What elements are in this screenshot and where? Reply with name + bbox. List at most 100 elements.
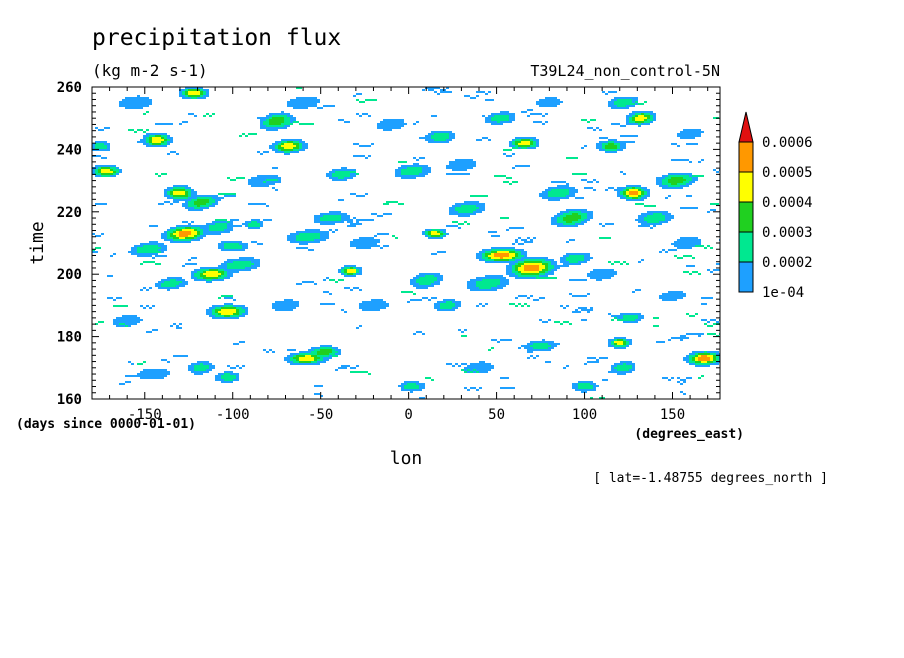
precip-cell — [470, 97, 476, 99]
precip-cell — [314, 393, 320, 395]
precip-cell — [176, 225, 209, 227]
precip-cell — [437, 93, 440, 95]
precip-cell — [200, 363, 203, 365]
precip-cell — [560, 257, 566, 259]
precip-cell — [191, 271, 197, 273]
precip-cell — [428, 133, 434, 135]
precip-cell — [161, 233, 167, 235]
precip-cell — [476, 305, 479, 307]
precip-cell — [491, 347, 494, 349]
precip-cell — [521, 251, 527, 253]
precip-cell — [251, 219, 260, 221]
precip-cell — [581, 319, 587, 321]
precip-cell — [284, 121, 290, 123]
precip-cell — [242, 365, 245, 367]
precip-cell — [683, 381, 686, 383]
precip-cell — [584, 255, 590, 257]
precip-cell — [194, 369, 206, 371]
precip-cell — [536, 145, 539, 147]
precip-cell — [701, 303, 707, 305]
precip-cell — [281, 145, 296, 147]
precip-cell — [482, 137, 488, 139]
precip-cell — [677, 239, 701, 241]
precip-cell — [644, 217, 665, 219]
precip-cell — [179, 231, 191, 233]
precip-cell — [569, 279, 587, 281]
precip-cell — [341, 267, 344, 269]
precip-cell — [140, 263, 143, 265]
precip-cell — [500, 217, 509, 219]
precip-cell — [251, 265, 260, 267]
precip-cell — [443, 231, 446, 233]
precip-cell — [167, 229, 170, 231]
precip-cell — [521, 271, 539, 273]
precip-cell — [662, 181, 668, 183]
precip-cell — [476, 389, 479, 391]
precip-cell — [461, 331, 464, 333]
precip-cell — [713, 361, 716, 363]
precip-cell — [416, 121, 419, 123]
precip-cell — [287, 105, 317, 107]
precip-cell — [443, 233, 446, 235]
precip-cell — [134, 131, 137, 133]
precip-cell — [173, 237, 179, 239]
precip-cell — [446, 87, 449, 89]
precip-cell — [452, 169, 467, 171]
precip-cell — [524, 255, 527, 257]
precip-cell — [584, 187, 593, 189]
precip-cell — [419, 277, 437, 279]
precip-cell — [206, 203, 212, 205]
precip-cell — [482, 257, 488, 259]
precip-cell — [614, 367, 632, 369]
precip-cell — [383, 129, 392, 131]
precip-cell — [647, 193, 650, 195]
precip-cell — [266, 129, 278, 131]
precip-cell — [509, 141, 512, 143]
precip-cell — [506, 177, 512, 179]
precip-cell — [635, 289, 641, 291]
precip-cell — [638, 225, 650, 227]
precip-cell — [695, 353, 698, 355]
precip-cell — [221, 375, 236, 377]
precip-cell — [353, 217, 356, 219]
precip-cell — [578, 387, 593, 389]
precip-cell — [716, 335, 719, 337]
precip-cell — [611, 367, 614, 369]
precip-cell — [563, 223, 575, 225]
precip-cell — [491, 247, 515, 249]
precip-cell — [521, 257, 548, 259]
precip-cell — [212, 309, 215, 311]
precip-cell — [506, 271, 512, 273]
precip-cell — [479, 251, 485, 253]
precip-cell — [224, 261, 233, 263]
precip-cell — [143, 287, 146, 289]
precip-cell — [176, 153, 179, 155]
precip-cell — [308, 349, 314, 351]
precip-cell — [524, 303, 527, 305]
precip-cell — [551, 219, 557, 221]
precip-cell — [230, 315, 239, 317]
precip-cell — [218, 269, 224, 271]
precip-cell — [221, 275, 227, 277]
precip-cell — [587, 361, 599, 363]
precip-cell — [605, 147, 617, 149]
precip-cell — [197, 197, 212, 199]
precip-cell — [638, 125, 641, 127]
precip-cell — [206, 281, 212, 283]
precip-cell — [650, 113, 656, 115]
precip-cell — [239, 341, 245, 343]
precip-cell — [272, 115, 287, 117]
precip-cell — [629, 113, 635, 115]
precip-cell — [203, 363, 212, 365]
precip-cell — [611, 99, 617, 101]
precip-cell — [521, 111, 527, 113]
precip-cell — [503, 149, 512, 151]
precip-cell — [617, 193, 620, 195]
precip-cell — [260, 127, 287, 129]
precip-cell — [95, 145, 107, 147]
precip-cell — [620, 191, 623, 193]
precip-cell — [95, 247, 101, 249]
precip-cell — [101, 169, 110, 171]
precip-cell — [218, 275, 221, 277]
precip-cell — [119, 171, 122, 173]
